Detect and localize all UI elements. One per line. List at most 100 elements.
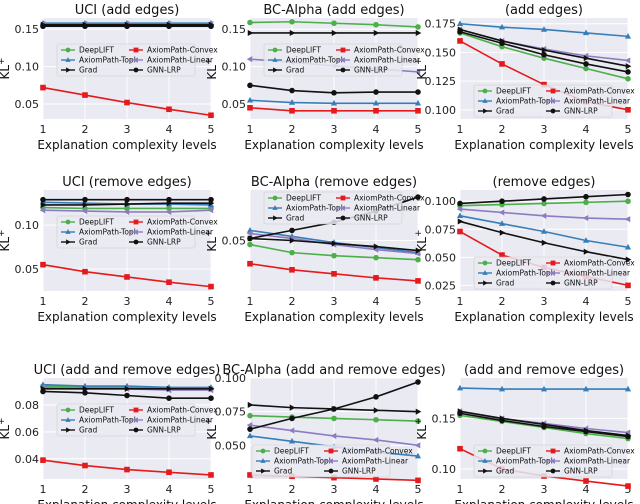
data-point xyxy=(415,194,421,200)
data-point xyxy=(415,256,421,263)
data-point xyxy=(373,243,380,250)
legend-marker xyxy=(550,280,556,286)
legend-marker xyxy=(272,57,278,62)
data-point xyxy=(499,61,505,67)
y-axis-label-text: KL xyxy=(0,237,12,252)
legend-label: AxiomPath-Convex xyxy=(354,194,425,203)
data-point xyxy=(415,379,421,385)
y-tick-label: 0.075 xyxy=(215,406,247,419)
data-point xyxy=(456,212,464,219)
data-point xyxy=(541,239,548,246)
chart-panel-7: 1 2 3 4 5 0.04 0.06 0.08 UCI (add and remove edg… xyxy=(0,363,220,504)
legend-marker xyxy=(273,215,278,221)
legend-label: Grad xyxy=(286,214,304,223)
x-tick-label: 1 xyxy=(40,483,47,496)
legend-marker xyxy=(133,57,138,63)
data-point xyxy=(40,261,46,268)
data-point xyxy=(247,472,253,478)
x-tick-label: 1 xyxy=(457,123,464,136)
x-tick-label: 1 xyxy=(457,483,464,496)
y-tick-label: 0.10 xyxy=(15,61,40,74)
y-tick-label: 0.125 xyxy=(425,75,457,88)
data-point xyxy=(246,432,254,439)
legend-label: Grad xyxy=(274,467,292,476)
legend-label: AxiomPath-Topk xyxy=(496,97,556,106)
data-point xyxy=(82,23,88,30)
legend-marker xyxy=(482,458,488,463)
data-point xyxy=(124,99,130,106)
x-tick-label: 2 xyxy=(82,483,89,496)
y-axis-label: KL+ xyxy=(0,229,12,251)
data-point xyxy=(247,412,253,419)
legend: DeepLIFT AxiomPath-Convex AxiomPath-Topk Ax… xyxy=(251,444,413,478)
legend-marker xyxy=(65,57,71,62)
legend-label: AxiomPath-Topk xyxy=(496,269,556,278)
data-point xyxy=(499,40,505,47)
x-tick-label: 1 xyxy=(247,295,254,308)
data-point xyxy=(583,478,589,484)
y-axis-label: KL+ xyxy=(0,57,12,79)
data-point xyxy=(330,99,338,106)
legend-marker xyxy=(550,98,555,104)
legend-marker xyxy=(550,108,556,114)
data-point xyxy=(541,51,547,58)
legend-label: AxiomPath-Topk xyxy=(79,56,139,65)
data-point xyxy=(625,107,631,113)
data-point xyxy=(625,198,631,205)
legend-label: AxiomPath-Convex xyxy=(564,447,635,456)
legend-label: Grad xyxy=(496,467,514,476)
data-point xyxy=(372,99,380,106)
x-tick-label: 2 xyxy=(82,123,89,136)
legend-marker xyxy=(65,229,71,234)
data-point xyxy=(289,249,295,256)
y-tick-label: 0.100 xyxy=(215,372,247,385)
y-tick-label: 0.15 xyxy=(15,23,40,36)
x-axis-label: Explanation complexity levels xyxy=(37,498,216,504)
x-tick-label: 2 xyxy=(82,295,89,308)
data-point xyxy=(414,99,422,106)
y-axis-label-text: KL xyxy=(205,65,219,80)
data-point xyxy=(457,38,463,44)
legend-label: AxiomPath-Linear xyxy=(354,56,421,65)
y-tick-label: 0.050 xyxy=(425,251,457,264)
data-point xyxy=(499,417,505,424)
legend-marker xyxy=(550,458,555,464)
legend-label: GNN-LRP xyxy=(147,66,181,75)
legend-label: AxiomPath-Topk xyxy=(286,204,346,213)
data-point xyxy=(82,196,88,203)
data-point xyxy=(331,107,337,114)
data-point xyxy=(331,90,337,96)
x-tick-label: 2 xyxy=(499,295,506,308)
legend-marker xyxy=(340,47,346,53)
legend-marker xyxy=(133,47,139,53)
data-point xyxy=(415,107,421,114)
data-point xyxy=(208,283,214,290)
legend-marker xyxy=(482,88,488,94)
data-point xyxy=(373,275,379,281)
chart-title: UCI (remove edges) xyxy=(62,175,191,190)
data-point xyxy=(247,104,253,111)
legend: DeepLIFT AxiomPath-Convex AxiomPath-Topk Ax… xyxy=(56,43,218,77)
data-point xyxy=(499,252,505,258)
legend-label: AxiomPath-Linear xyxy=(147,416,214,425)
x-tick-label: 4 xyxy=(583,295,590,308)
y-axis-label: KL+ xyxy=(0,417,12,439)
legend-marker xyxy=(133,417,138,423)
y-axis-label: KL+ xyxy=(414,57,429,79)
legend-marker xyxy=(133,229,138,235)
data-point xyxy=(582,29,590,36)
data-point xyxy=(624,33,632,39)
data-point xyxy=(583,193,589,200)
y-axis-label-sup: + xyxy=(204,417,214,425)
x-tick-label: 5 xyxy=(415,295,422,308)
x-axis-label: Explanation complexity levels xyxy=(244,498,423,504)
legend-label: AxiomPath-Topk xyxy=(286,56,346,65)
data-point xyxy=(331,406,337,412)
data-point xyxy=(247,19,253,26)
data-point xyxy=(40,23,46,30)
legend-label: DeepLIFT xyxy=(79,46,114,55)
y-tick-label: 0.06 xyxy=(15,426,40,439)
legend: DeepLIFT AxiomPath-Convex AxiomPath-Topk Ax… xyxy=(263,191,425,225)
data-point xyxy=(624,57,631,64)
data-point xyxy=(625,191,631,198)
